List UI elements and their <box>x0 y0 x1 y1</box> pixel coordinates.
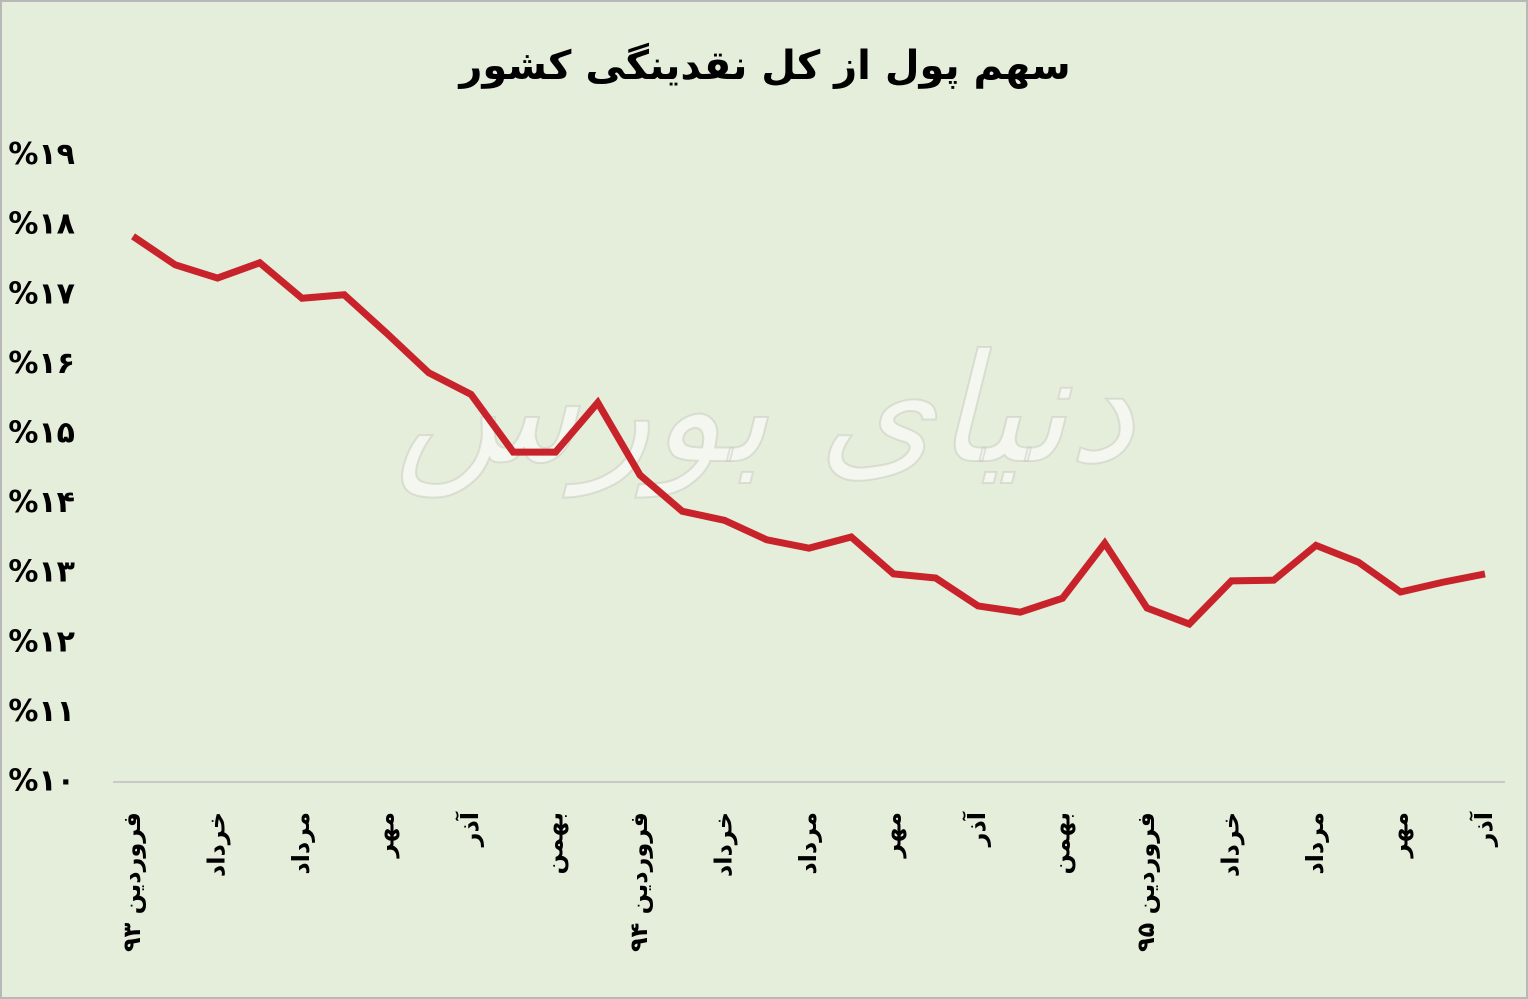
y-tick-label: %۱۵ <box>8 416 75 451</box>
x-tick-label: مرداد <box>794 812 822 875</box>
chart-title: سهم پول از کل نقدینگی کشور <box>457 42 1070 89</box>
y-tick-label: %۱۳ <box>8 555 75 590</box>
x-tick-label: فروردین ۹۴ <box>625 812 653 952</box>
x-tick-label: بهمن <box>541 812 569 875</box>
x-tick-label: خرداد <box>203 812 231 877</box>
y-tick-label: %۱۲ <box>8 624 75 659</box>
x-tick-label: فروردین ۹۵ <box>1132 812 1160 952</box>
y-tick-label: %۱۰ <box>8 764 75 799</box>
x-tick-label: فروردین ۹۳ <box>118 812 146 952</box>
y-tick-label: %۱۷ <box>8 276 75 311</box>
y-tick-label: %۱۶ <box>8 346 75 381</box>
x-tick-label: مهر <box>1386 812 1414 859</box>
y-tick-label: %۱۴ <box>8 485 75 520</box>
x-tick-label: مرداد <box>287 812 315 875</box>
x-tick-label: آذر <box>962 811 991 847</box>
x-tick-label: خرداد <box>710 812 738 877</box>
data-line <box>131 233 1486 629</box>
watermark: دنیای بورس <box>395 323 1136 498</box>
y-tick-label: %۱۱ <box>8 694 75 729</box>
y-tick-label: %۱۸ <box>8 207 75 242</box>
x-tick-label: مهر <box>879 812 907 859</box>
x-tick-label: آذر <box>1469 811 1498 847</box>
x-tick-label: آذر <box>455 811 484 847</box>
x-tick-label: مرداد <box>1301 812 1329 875</box>
x-tick-label: مهر <box>372 812 400 859</box>
x-tick-label: خرداد <box>1217 812 1245 877</box>
x-tick-label: بهمن <box>1048 812 1076 875</box>
y-tick-label: %۱۹ <box>8 137 75 172</box>
